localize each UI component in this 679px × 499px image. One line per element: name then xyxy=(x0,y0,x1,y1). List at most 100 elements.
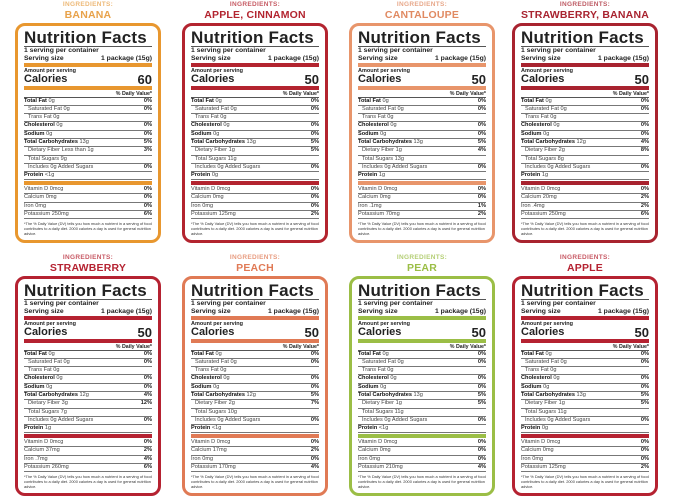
calories-label: Calories xyxy=(521,326,565,338)
serving-size-row: Serving size 1 package (15g) xyxy=(24,308,152,316)
vitamin-dv: 0% xyxy=(477,455,486,462)
nutrient-label: Cholesterol 0g xyxy=(358,375,397,382)
nutrient-amount: 2g xyxy=(558,147,565,154)
nutrient-dv: 0% xyxy=(477,350,486,357)
nutrient-amount: 0g xyxy=(53,367,60,374)
divider-bar xyxy=(191,316,319,320)
nutrient-amount: 0g xyxy=(382,350,389,357)
nutrient-name: Dietary Fiber xyxy=(28,147,61,154)
vitamin-label: Potassium 125mg xyxy=(521,464,566,471)
nutrient-name: Dietary Fiber xyxy=(525,400,558,407)
nutrient-amount: 1g xyxy=(541,172,549,179)
nutrient-label: Saturated Fat 0g xyxy=(358,106,404,113)
vitamin-dv: 0% xyxy=(143,185,152,192)
nutrient-amount: 0g xyxy=(382,97,389,104)
divider-bar xyxy=(191,86,319,90)
nutrient-label: Protein <1g xyxy=(191,425,221,432)
nutrient-row: Sodium 0g 0% xyxy=(24,384,152,392)
nutrient-label: Saturated Fat 0g xyxy=(24,106,70,113)
servings-per-container: 1 serving per container xyxy=(521,47,596,54)
vitamin-amount: 0mcg xyxy=(383,185,398,192)
vitamin-label: Vitamin D 0mcg xyxy=(191,439,230,446)
nutrient-dv: 0% xyxy=(310,130,319,137)
nutrient-label: Total Fat 0g xyxy=(191,351,222,358)
nutrient-name: Dietary Fiber xyxy=(28,400,61,407)
nutrient-row: Saturated Fat 0g 0% xyxy=(358,358,486,368)
nutrient-label: Includes 0g Added Sugars xyxy=(358,164,427,171)
nutrition-facts-card: Nutrition Facts 1 serving per container Se… xyxy=(349,276,495,496)
nutrient-amount: 0g xyxy=(543,383,550,390)
nutrient-row: Trans Fat 0g xyxy=(191,114,319,123)
divider-bar xyxy=(24,86,152,90)
nutrient-dv: 0% xyxy=(143,416,152,423)
vitamin-label: Calcium 0mg xyxy=(24,194,57,201)
vitamin-name: Iron xyxy=(191,202,201,209)
nutrient-name: Protein xyxy=(521,172,541,179)
daily-value-header: % Daily Value* xyxy=(358,344,486,351)
nutrient-amount: 13g xyxy=(413,391,423,398)
nutrition-panel: INGREDIENTS: STRAWBERRY Nutrition Facts 1 s… xyxy=(15,254,161,496)
vitamin-row: Vitamin D 0mcg 0% xyxy=(24,185,152,195)
nutrient-amount: Less than 1g xyxy=(61,147,94,154)
nutrient-amount: 0g xyxy=(63,358,70,365)
nutrient-amount: 11g xyxy=(227,155,237,162)
nutrient-name: Saturated Fat xyxy=(525,105,559,112)
nutrient-name: Total Fat xyxy=(521,97,544,104)
nutrient-amount: 13g xyxy=(576,391,586,398)
nutrient-row: Cholesterol 0g 0% xyxy=(191,375,319,384)
vitamin-dv: 0% xyxy=(640,438,649,445)
vitamin-dv: 0% xyxy=(310,438,319,445)
nutrient-dv: 0% xyxy=(477,416,486,423)
vitamin-name: Calcium xyxy=(521,194,542,201)
nutrient-amount: 0g xyxy=(220,114,227,121)
divider-bar xyxy=(191,181,319,185)
vitamin-label: Iron 0mg xyxy=(191,203,213,210)
nutrient-label: Sodium 0g xyxy=(358,384,386,391)
nutrition-facts-title: Nutrition Facts xyxy=(358,282,486,300)
ingredients-name: APPLE, CINNAMON xyxy=(204,9,306,21)
nutrient-name: Saturated Fat xyxy=(195,105,229,112)
nutrient-label: Sodium 0g xyxy=(191,384,219,391)
serving-size-value: 1 package (15g) xyxy=(435,54,486,62)
vitamin-amount: 0mcg xyxy=(49,438,64,445)
nutrient-row: Total Fat 0g 0% xyxy=(358,98,486,106)
vitamin-dv: 0% xyxy=(143,438,152,445)
servings-per-container: 1 serving per container xyxy=(521,300,596,307)
vitamin-dv: 0% xyxy=(310,185,319,192)
nutrient-dv: 7% xyxy=(310,400,319,407)
nutrient-name: Total Sugars xyxy=(195,408,227,415)
serving-size-label: Serving size xyxy=(191,54,231,62)
footnote: *The % Daily Value (DV) tells you how mu… xyxy=(191,474,319,490)
calories-row: Calories 60 xyxy=(24,73,152,86)
nutrient-row: Total Sugars 10g xyxy=(191,409,319,417)
servings-per-container: 1 serving per container xyxy=(191,300,266,307)
nutrient-label: Sodium 0g xyxy=(521,384,549,391)
nutrition-facts-card: Nutrition Facts 1 serving per container Se… xyxy=(512,23,658,243)
nutrient-name: Total Fat xyxy=(191,350,214,357)
vitamin-label: Calcium 0mg xyxy=(521,447,554,454)
nutrient-label: Saturated Fat 0g xyxy=(191,106,237,113)
nutrition-facts-card: Nutrition Facts 1 serving per container Se… xyxy=(15,276,161,496)
nutrient-name: Total Fat xyxy=(521,350,544,357)
vitamin-label: Vitamin D 0mcg xyxy=(24,186,63,193)
vitamin-row: Iron .7mg 4% xyxy=(24,456,152,464)
nutrient-name: Total Fat xyxy=(24,97,47,104)
nutrition-panel: INGREDIENTS: PEAR Nutrition Facts 1 serving… xyxy=(349,254,495,496)
vitamin-dv: 6% xyxy=(640,210,649,217)
nutrient-label: Trans Fat 0g xyxy=(191,367,227,374)
nutrient-label: Trans Fat 0g xyxy=(24,367,60,374)
nutrient-dv: 0% xyxy=(640,105,649,112)
nutrient-label: Includes 0g Added Sugars xyxy=(24,164,93,171)
nutrient-row: Dietary Fiber 1g 4% xyxy=(358,147,486,156)
nutrient-amount: 0g xyxy=(397,358,404,365)
vitamin-row: Calcium 0mg 0% xyxy=(521,447,649,456)
vitamin-dv: 0% xyxy=(640,185,649,192)
vitamin-label: Potassium 260mg xyxy=(24,464,69,471)
vitamin-row: Calcium 17mg 2% xyxy=(191,447,319,456)
nutrient-row: Cholesterol 0g 0% xyxy=(358,122,486,131)
nutrient-label: Trans Fat 0g xyxy=(191,114,227,121)
vitamin-row: Vitamin D 0mcg 0% xyxy=(191,438,319,448)
ingredients-label: INGREDIENTS: xyxy=(229,1,281,8)
nutrient-name: Dietary Fiber xyxy=(362,147,395,154)
nutrient-name: Trans Fat xyxy=(195,367,219,374)
